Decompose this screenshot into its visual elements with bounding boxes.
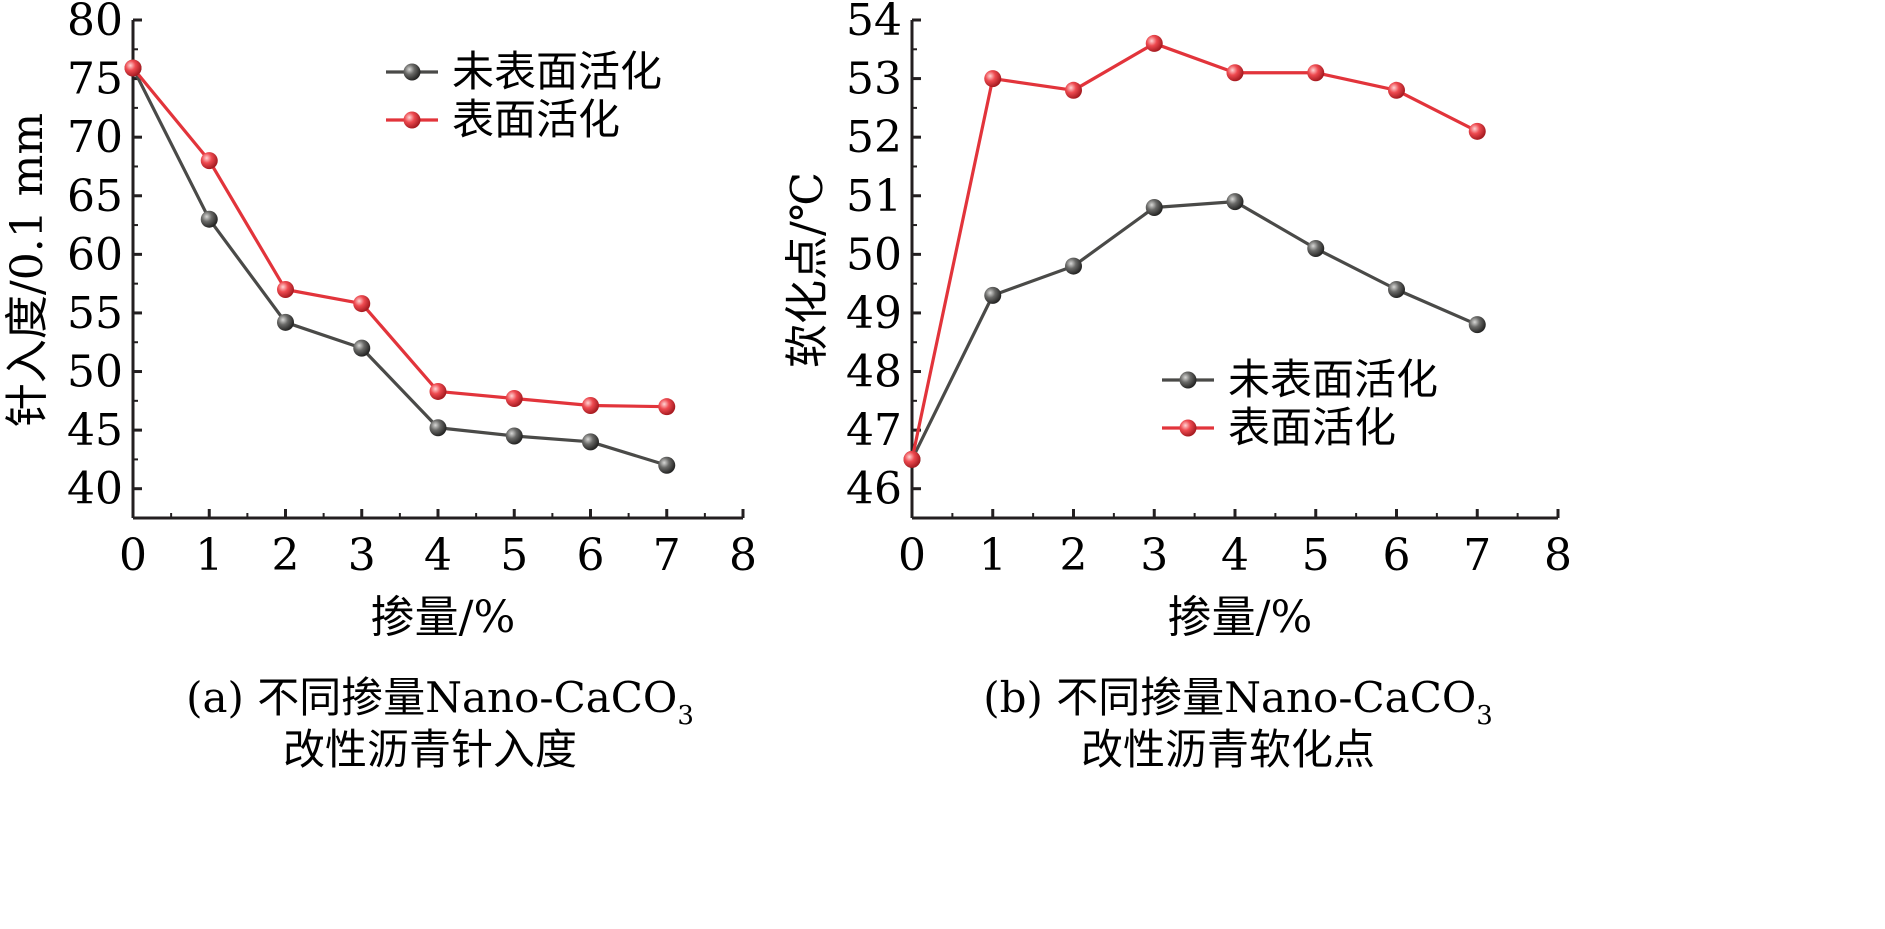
data-point-series-0[interactable] (200, 210, 218, 228)
data-point-series-0[interactable] (1388, 281, 1405, 299)
y-tick-label: 46 (846, 464, 902, 515)
caption-main: (a) 不同掺量Nano-CaCO (186, 673, 677, 722)
legend-marker-1 (403, 111, 421, 129)
data-point-series-0[interactable] (1468, 316, 1486, 334)
data-point-series-0[interactable] (277, 313, 294, 331)
x-tick-label: 1 (195, 530, 223, 581)
caption-main: (b) 不同掺量Nano-CaCO (983, 673, 1476, 722)
data-point-series-0[interactable] (658, 456, 676, 474)
x-tick-label: 4 (424, 530, 452, 581)
y-tick-label: 52 (846, 112, 902, 163)
series-line-0 (131, 67, 668, 467)
y-tick-label: 53 (846, 54, 902, 105)
x-tick-label: 1 (979, 530, 1007, 581)
data-point-series-1[interactable] (429, 382, 447, 400)
data-point-series-0[interactable] (1145, 198, 1163, 216)
x-tick-label: 7 (1463, 530, 1491, 581)
legend-label-1: 表面活化 (1228, 403, 1396, 452)
y-tick-label: 47 (846, 405, 902, 456)
y-tick-label: 40 (67, 464, 123, 515)
y-tick-label: 65 (67, 171, 123, 222)
x-tick-label: 7 (653, 530, 681, 581)
x-tick-label: 3 (1140, 530, 1168, 581)
x-tick-label: 2 (1060, 530, 1088, 581)
data-point-series-1[interactable] (984, 70, 1002, 88)
x-tick-label: 4 (1221, 530, 1249, 581)
data-point-series-1[interactable] (1307, 64, 1325, 82)
data-point-series-1[interactable] (353, 295, 371, 313)
data-point-series-1[interactable] (1468, 122, 1486, 140)
x-tick-label: 8 (1544, 530, 1572, 581)
x-tick-label: 6 (577, 530, 605, 581)
y-tick-label: 60 (67, 229, 123, 280)
y-axis-title: 针入度/0.1 mm (2, 113, 53, 427)
data-point-series-0[interactable] (1307, 239, 1325, 257)
data-point-series-0[interactable] (984, 286, 1002, 304)
y-tick-label: 50 (67, 347, 123, 398)
y-tick-label: 45 (67, 405, 123, 456)
caption-line-1: (b) 不同掺量Nano-CaCO3 (983, 673, 1493, 731)
x-tick-label: 2 (272, 530, 300, 581)
data-point-series-0[interactable] (1226, 193, 1244, 211)
caption-line-2: 改性沥青软化点 (1081, 725, 1375, 774)
series-line-1 (910, 41, 1478, 460)
data-point-series-0[interactable] (1065, 257, 1082, 275)
series-line-0 (910, 200, 1478, 461)
x-tick-label: 6 (1383, 530, 1411, 581)
x-tick-label: 0 (119, 530, 147, 581)
data-point-series-0[interactable] (353, 339, 371, 357)
caption-subscript: 3 (677, 701, 694, 731)
x-tick-label: 0 (898, 530, 926, 581)
y-tick-label: 75 (67, 54, 123, 105)
data-point-series-1[interactable] (505, 389, 523, 407)
y-tick-label: 50 (846, 229, 902, 280)
y-tick-label: 80 (67, 0, 123, 46)
y-tick-label: 51 (846, 171, 902, 222)
x-axis-title: 掺量/% (1168, 592, 1313, 643)
data-point-series-1[interactable] (124, 59, 142, 77)
legend-label-0: 未表面活化 (1228, 355, 1438, 404)
x-tick-label: 5 (500, 530, 528, 581)
y-axis-title: 软化点/℃ (782, 172, 833, 368)
data-point-series-1[interactable] (1145, 34, 1163, 52)
data-point-series-0[interactable] (582, 433, 599, 451)
caption-subscript: 3 (1476, 701, 1493, 731)
x-axis-title: 掺量/% (371, 592, 516, 643)
data-point-series-1[interactable] (277, 281, 294, 299)
data-point-series-1[interactable] (658, 398, 676, 416)
data-point-series-1[interactable] (1226, 64, 1244, 82)
caption-line-2: 改性沥青针入度 (283, 725, 577, 774)
data-point-series-1[interactable] (1065, 81, 1082, 99)
data-point-series-1[interactable] (903, 450, 921, 468)
series-line-1 (131, 67, 667, 409)
chart-panel-b: 0 1 2 3 4 5 6 7 8 46 47 48 49 50 51 52 53 54 掺量/% 软化点/℃ 未表面活… (782, 0, 1572, 774)
x-tick-label: 3 (348, 530, 376, 581)
legend-marker-0 (1179, 371, 1197, 389)
legend-label-1: 表面活化 (452, 95, 620, 144)
data-point-series-0[interactable] (505, 427, 523, 445)
x-tick-label: 5 (1302, 530, 1330, 581)
y-tick-label: 54 (846, 0, 902, 46)
data-point-series-1[interactable] (1388, 81, 1405, 99)
y-tick-label: 48 (846, 347, 902, 398)
x-tick-label: 8 (729, 530, 757, 581)
data-point-series-0[interactable] (429, 419, 447, 437)
data-point-series-1[interactable] (200, 152, 218, 170)
y-tick-label: 55 (67, 288, 123, 339)
legend-label-0: 未表面活化 (452, 47, 662, 96)
caption-line-1: (a) 不同掺量Nano-CaCO3 (186, 673, 694, 731)
y-tick-label: 49 (846, 288, 902, 339)
legend-marker-1 (1179, 419, 1197, 437)
y-tick-label: 70 (67, 112, 123, 163)
data-point-series-1[interactable] (582, 397, 599, 415)
legend-marker-0 (403, 63, 421, 81)
